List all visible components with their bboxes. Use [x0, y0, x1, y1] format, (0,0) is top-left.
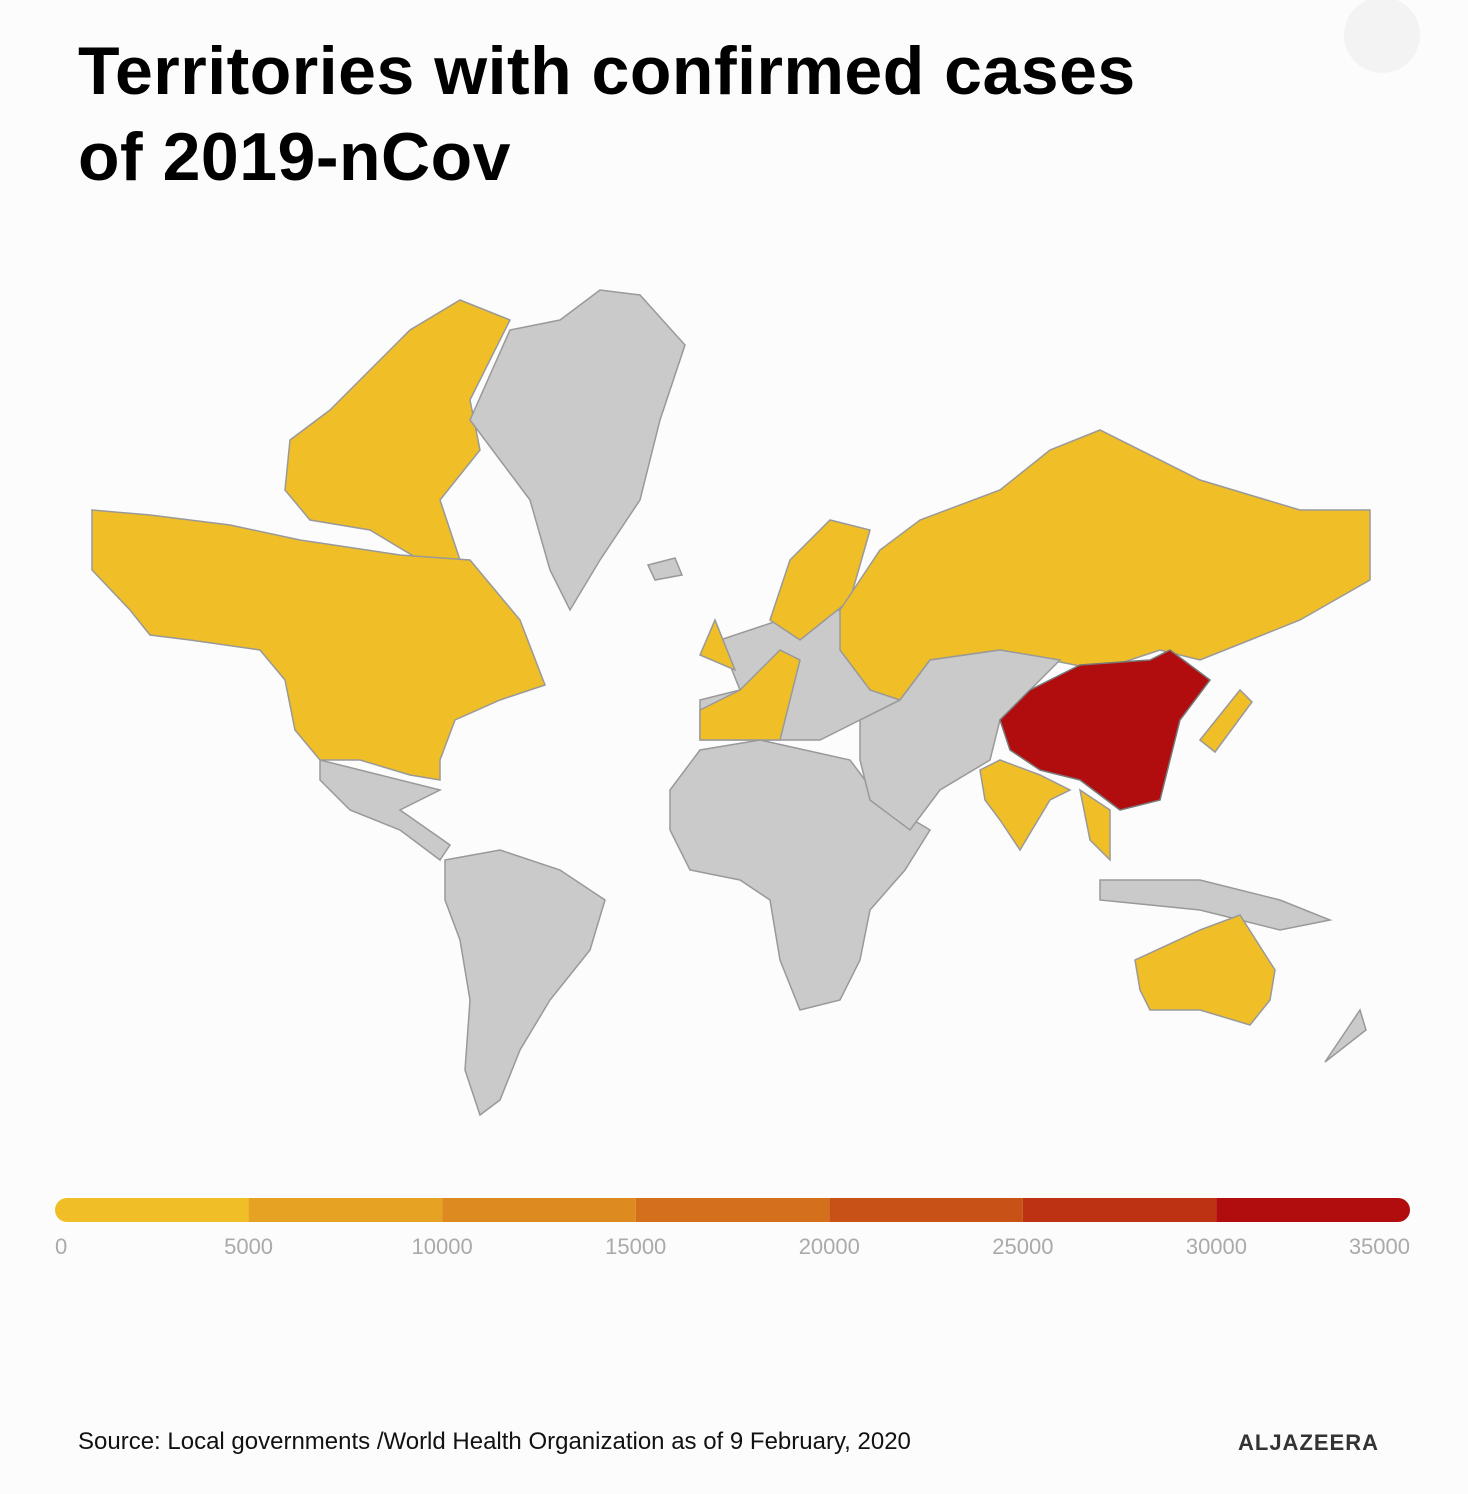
south-america [444, 849, 606, 1117]
legend-tick-label: 30000 [1186, 1234, 1247, 1259]
corner-button[interactable] [1344, 0, 1420, 73]
greenland [469, 289, 686, 612]
legend-segment [1022, 1198, 1217, 1222]
legend-segment [829, 1198, 1023, 1222]
central-america [319, 759, 452, 862]
arctic-islands [284, 299, 512, 561]
uk [699, 618, 737, 672]
legend-tick-label: 35000 [1349, 1234, 1410, 1259]
legend-tick-label: 5000 [224, 1234, 273, 1259]
china [999, 649, 1212, 811]
india [979, 759, 1072, 852]
title: Territories with confirmed cases of 2019… [78, 33, 1136, 195]
legend-tick-label: 0 [55, 1234, 67, 1259]
legend-segment [442, 1198, 636, 1222]
legend-segment [635, 1198, 830, 1222]
legend-segment [1216, 1198, 1410, 1222]
legend-tick-label: 10000 [412, 1234, 473, 1259]
legend-tick-label: 20000 [799, 1234, 860, 1259]
indonesia [1099, 879, 1333, 931]
southeast-asia [1078, 788, 1111, 862]
legend-segment [248, 1198, 443, 1222]
legend-tick-label: 25000 [992, 1234, 1053, 1259]
japan [1198, 688, 1253, 754]
russia [839, 429, 1371, 701]
logo: ALJAZEERA [1238, 1430, 1380, 1455]
australia [1134, 914, 1276, 1026]
canada-usa [91, 509, 546, 781]
iceland [646, 557, 684, 581]
new-zealand [1324, 1008, 1367, 1063]
legend: 0 5000 10000 15000 20000 25000 30000 35000 [55, 1198, 1410, 1259]
legend-segment [55, 1198, 249, 1222]
africa [669, 739, 932, 1011]
legend-tick-label: 15000 [605, 1234, 666, 1259]
source: Source: Local governments /World Health … [78, 1428, 911, 1455]
scandinavia [769, 519, 871, 641]
western-europe [699, 649, 801, 741]
